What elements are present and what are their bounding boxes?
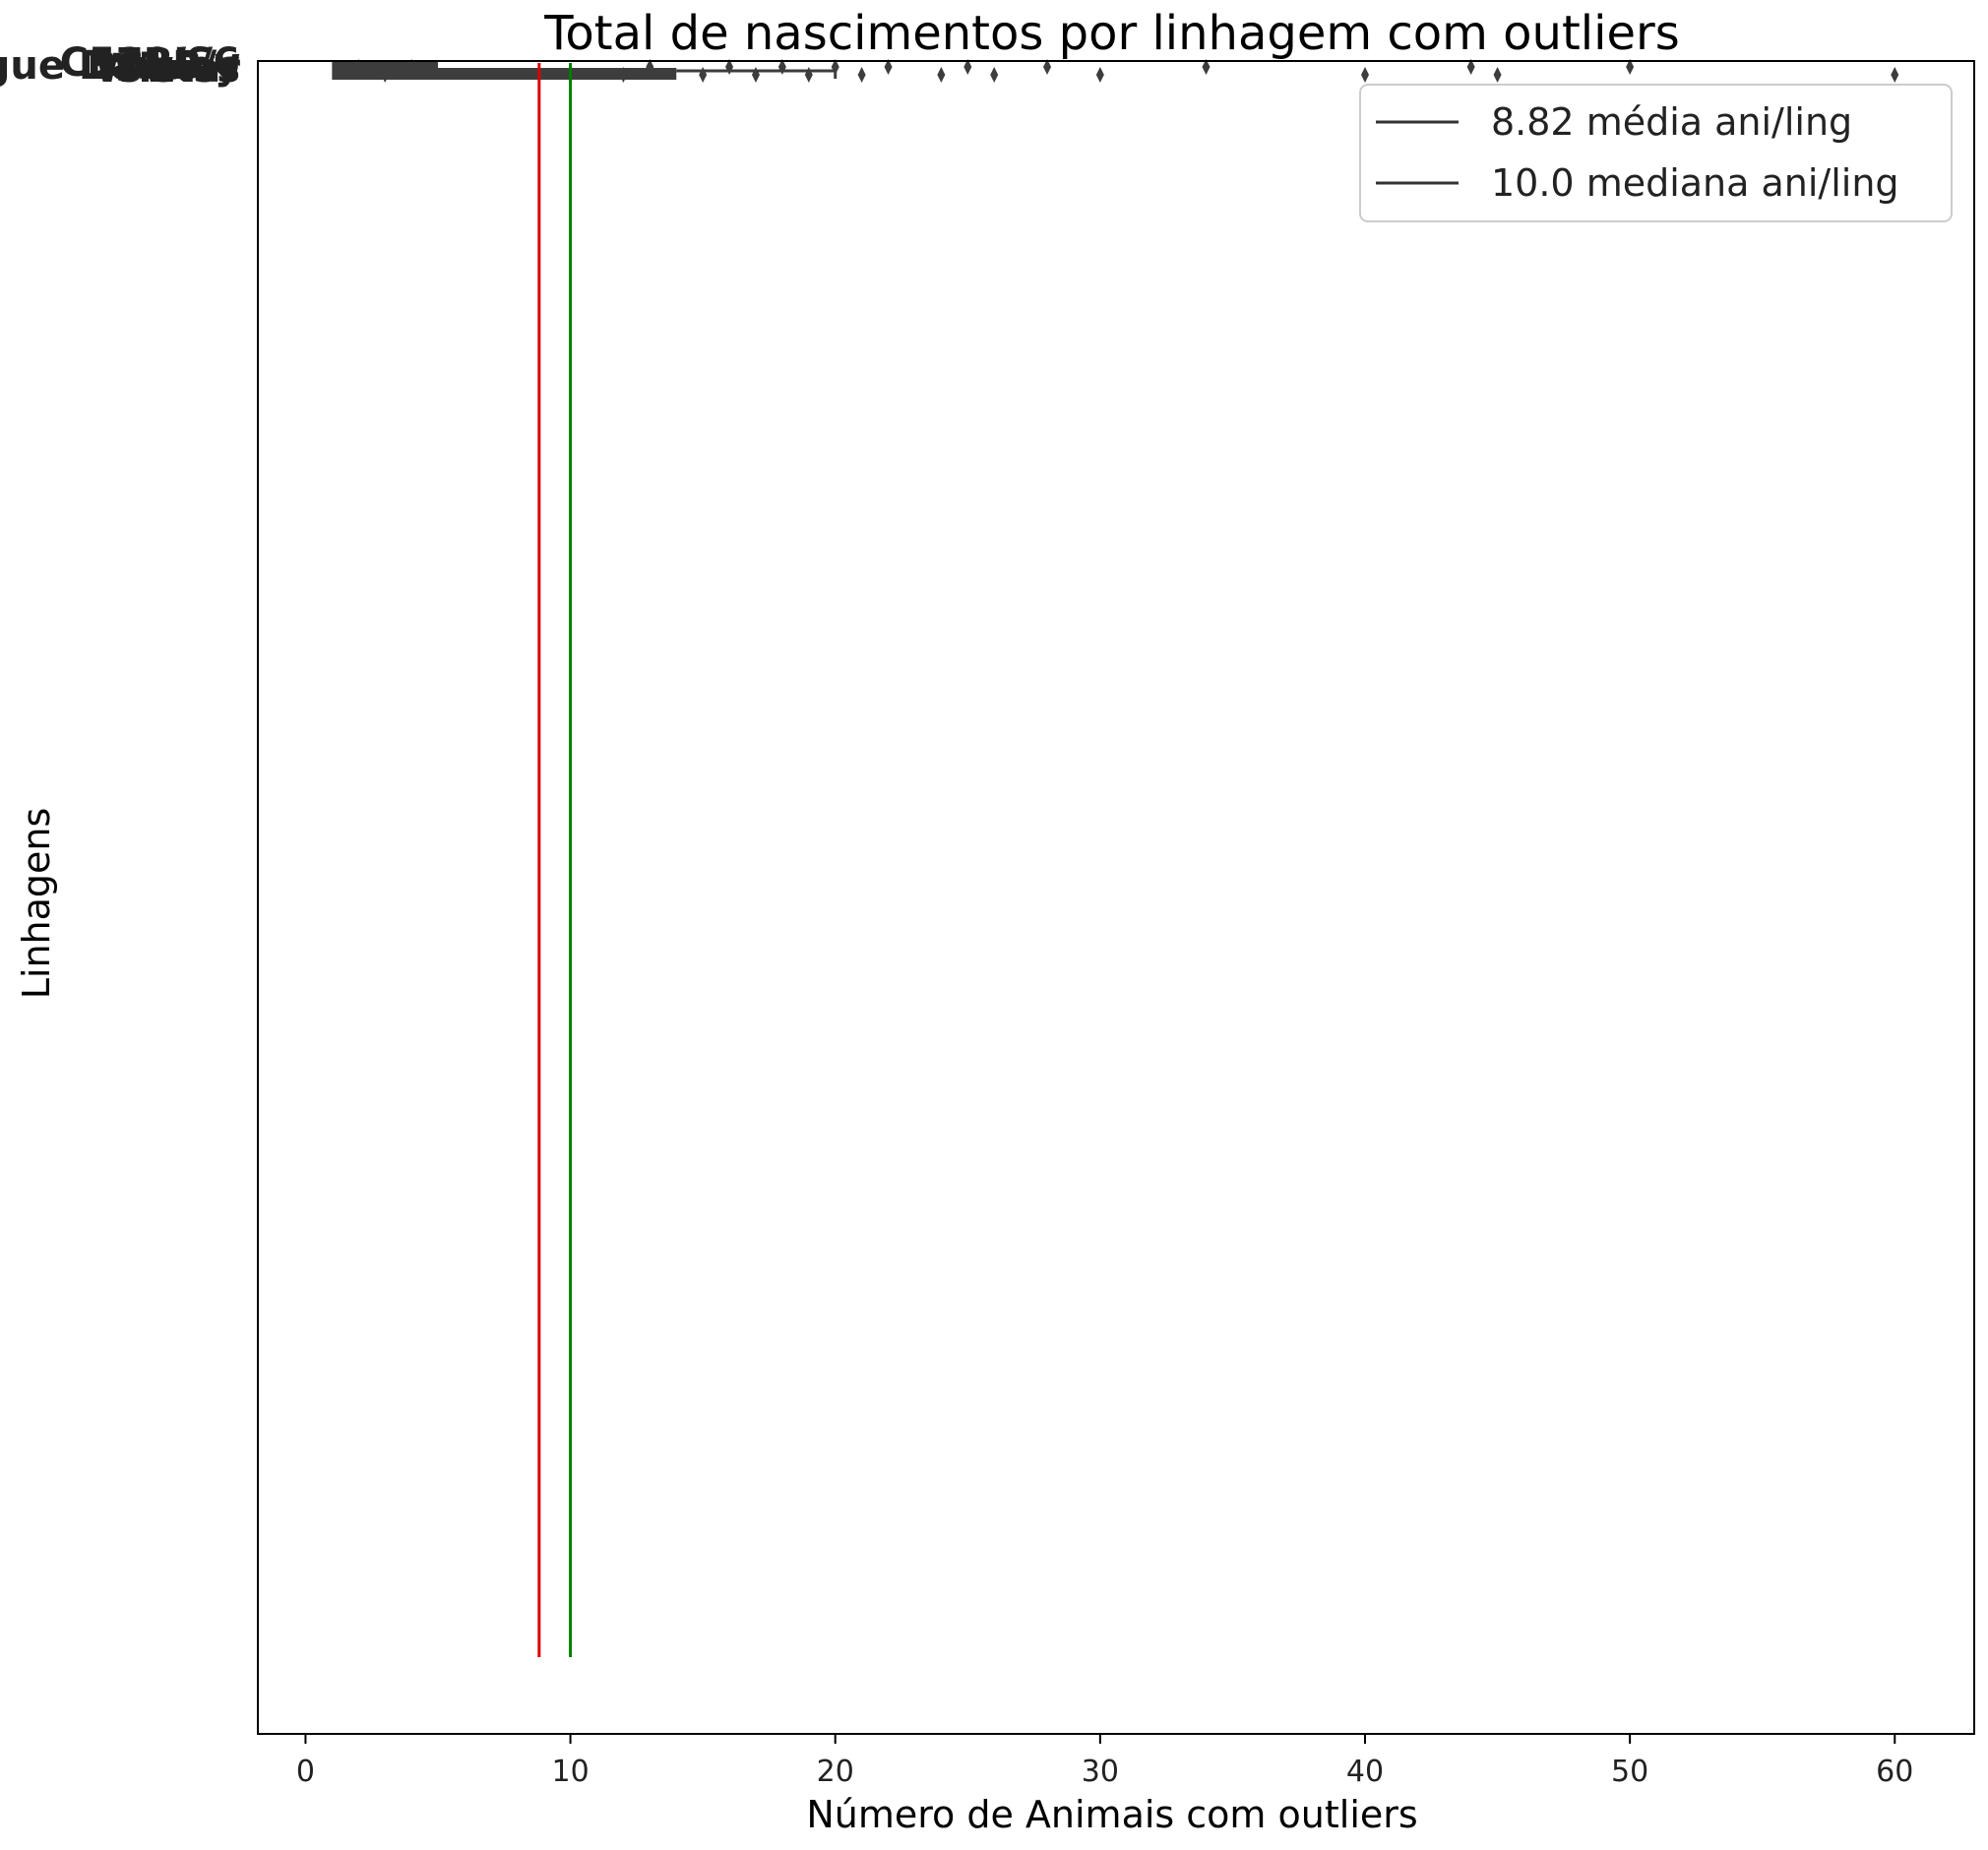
y-axis-label: Linhagens <box>15 808 58 1000</box>
y-tick-label: 129/Sv <box>90 40 240 86</box>
x-axis-label: Número de Animais com outliers <box>806 1793 1417 1836</box>
legend-box <box>1359 84 1953 222</box>
outlier-point <box>884 59 893 75</box>
outlier-point <box>1493 67 1502 83</box>
outlier-point <box>1466 59 1475 75</box>
legend-label-median: 10.0 mediana ani/ling <box>1491 161 1899 205</box>
outlier-point <box>937 67 946 83</box>
y-tick-label: BALB/c <box>87 43 240 89</box>
legend: 8.82 média ani/ling 10.0 mediana ani/lin… <box>1359 84 1953 222</box>
outlier-point <box>646 59 654 75</box>
outlier-point <box>831 59 839 75</box>
plot-area <box>332 59 1899 1657</box>
outlier-point <box>963 59 972 75</box>
outlier-point <box>804 67 813 83</box>
outlier-point <box>699 67 708 83</box>
outlier-point <box>354 59 363 75</box>
outlier-point <box>990 67 999 83</box>
x-tick-label: 30 <box>1082 1755 1119 1789</box>
x-axis-ticks: 0 10 20 30 40 50 60 <box>296 1734 1913 1789</box>
box-iqr-top <box>332 62 439 68</box>
y-tick-label: C57BL/6 <box>60 40 240 86</box>
outlier-point <box>1202 59 1211 75</box>
legend-label-mean: 8.82 média ani/ling <box>1491 100 1852 144</box>
outlier-point <box>1043 59 1052 75</box>
x-tick-label: 40 <box>1346 1755 1384 1789</box>
plot-frame <box>257 60 1975 1735</box>
y-tick-label: Swiss <box>115 46 240 92</box>
outlier-point <box>857 67 866 83</box>
x-tick-label: 50 <box>1611 1755 1648 1789</box>
outlier-point <box>1095 67 1104 83</box>
outlier-point <box>1891 67 1899 83</box>
outlier-point <box>407 59 416 75</box>
chart-title: Total de nascimentos por linhagem com ou… <box>543 6 1679 61</box>
outlier-point <box>1626 59 1635 75</box>
outlier-point <box>381 67 390 83</box>
x-tick-label: 60 <box>1876 1755 1913 1789</box>
outlier-point <box>777 59 786 75</box>
outlier-point <box>751 67 760 83</box>
y-tick-label: Sprague Dawley <box>0 43 240 89</box>
outlier-point <box>619 67 628 83</box>
outlier-point <box>725 59 734 75</box>
x-tick-label: 10 <box>551 1755 589 1789</box>
outlier-point <box>1360 67 1369 83</box>
box-iqr <box>332 68 677 80</box>
x-tick-label: 0 <box>296 1755 315 1789</box>
x-tick-label: 20 <box>817 1755 854 1789</box>
y-tick-label: Wistar <box>95 46 241 92</box>
